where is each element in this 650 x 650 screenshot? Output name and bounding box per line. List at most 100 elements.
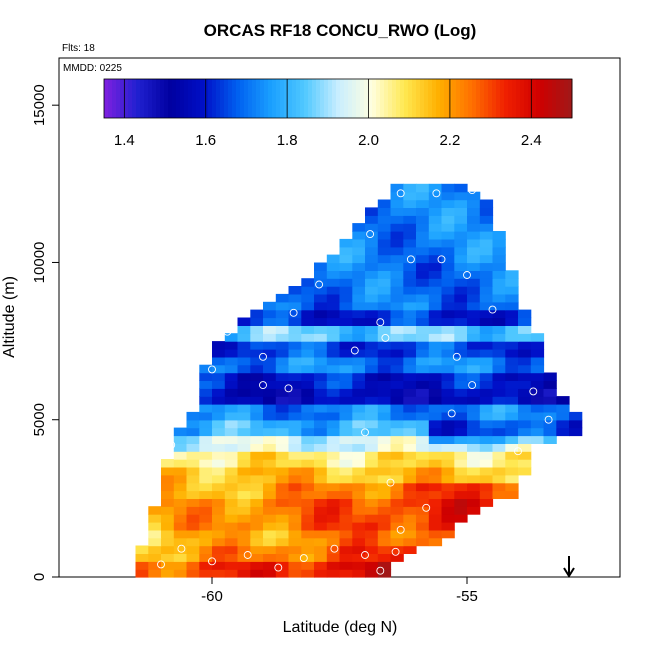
heatmap-cell [212, 349, 226, 358]
heatmap-cell [314, 435, 328, 444]
heatmap-cell [518, 451, 532, 460]
heatmap-cell [250, 443, 264, 452]
heatmap-cell [352, 223, 366, 232]
heatmap-cell [505, 396, 519, 405]
heatmap-cell [275, 333, 290, 342]
heatmap-cell [505, 474, 519, 484]
heatmap-cell [212, 404, 226, 413]
heatmap-cell [301, 411, 315, 421]
heatmap-cell [288, 435, 302, 444]
heatmap-cell [314, 451, 328, 460]
heatmap-cell [403, 364, 417, 374]
heatmap-cell [352, 254, 366, 264]
heatmap-cell [352, 349, 366, 358]
heatmap-cell [224, 404, 239, 413]
heatmap-cell [365, 419, 379, 429]
heatmap-cell [301, 388, 315, 397]
colorbar-segment [336, 79, 341, 118]
heatmap-cell [275, 482, 290, 492]
heatmap-cell [454, 443, 468, 452]
heatmap-cell [237, 356, 251, 366]
heatmap-cell [352, 325, 366, 334]
colorbar-segment [376, 79, 381, 118]
heatmap-cell [199, 404, 213, 413]
heatmap-cell [403, 238, 417, 248]
heatmap-cell [390, 404, 404, 413]
heatmap-cell [377, 254, 392, 264]
heatmap-cell [314, 514, 328, 523]
heatmap-cell [339, 246, 353, 256]
heatmap-cell [263, 537, 277, 547]
heatmap-cell [326, 356, 341, 366]
heatmap-cell [454, 191, 468, 201]
heatmap-cell [314, 349, 328, 358]
heatmap-cell [173, 466, 188, 476]
colorbar-segment [388, 79, 393, 118]
heatmap-cell [212, 356, 226, 366]
heatmap-cell [275, 529, 290, 539]
heatmap-cell [301, 490, 315, 499]
heatmap-cell [237, 529, 251, 539]
y-tick-label: 10000 [31, 242, 48, 284]
heatmap-cell [263, 317, 277, 326]
heatmap-cell [263, 404, 277, 413]
heatmap-cell [492, 419, 506, 429]
heatmap-cell [492, 293, 506, 303]
heatmap-cell [530, 364, 545, 374]
heatmap-cell [441, 356, 455, 366]
heatmap-cell [390, 435, 404, 444]
heatmap-cell [326, 490, 341, 499]
colorbar-segment [452, 79, 457, 118]
colorbar-segment [168, 79, 173, 118]
heatmap-cell [365, 545, 379, 554]
heatmap-cell [237, 396, 251, 405]
heatmap-cell [505, 293, 519, 303]
heatmap-cell [403, 325, 417, 334]
heatmap-cell [224, 435, 239, 444]
sample-point [259, 352, 267, 361]
colorbar-segment [192, 79, 197, 118]
heatmap-cell [403, 215, 417, 224]
heatmap-cell [467, 364, 481, 374]
heatmap-cell [441, 223, 455, 232]
colorbar-segment [176, 79, 181, 118]
heatmap-cell [441, 246, 455, 256]
heatmap-cell [339, 561, 353, 570]
heatmap-cell [212, 372, 226, 381]
heatmap-cell [199, 537, 213, 547]
heatmap-cell [479, 466, 494, 476]
heatmap-cell [428, 427, 443, 437]
heatmap-cell [403, 427, 417, 437]
heatmap-cell [199, 490, 213, 499]
heatmap-cell [199, 427, 213, 437]
heatmap-cell [428, 215, 443, 224]
heatmap-cell [467, 388, 481, 397]
heatmap-cell [263, 459, 277, 468]
heatmap-cell [377, 514, 392, 523]
heatmap-cell [428, 404, 443, 413]
heatmap-cell [390, 537, 404, 547]
heatmap-cell [199, 529, 213, 539]
heatmap-cell [352, 553, 366, 562]
heatmap-cell [263, 569, 277, 578]
heatmap-cell [288, 411, 302, 421]
heatmap-cell [314, 474, 328, 484]
heatmap-cell [339, 278, 353, 287]
heatmap-cell [530, 349, 545, 358]
heatmap-cell [148, 529, 162, 539]
heatmap-cell [377, 223, 392, 232]
heatmap-cell [288, 529, 302, 539]
heatmap-cell [428, 254, 443, 264]
arrow-head [563, 567, 575, 578]
heatmap-cell [505, 459, 519, 468]
heatmap-cell [352, 522, 366, 531]
heatmap-cell [365, 404, 379, 413]
heatmap-cell [543, 388, 557, 397]
heatmap-cell [288, 443, 302, 452]
heatmap-cell [250, 482, 264, 492]
heatmap-cell [339, 569, 353, 578]
heatmap-cell [518, 325, 532, 334]
heatmap-cell [314, 364, 328, 374]
heatmap-cell [199, 380, 213, 389]
heatmap-cell [212, 396, 226, 405]
